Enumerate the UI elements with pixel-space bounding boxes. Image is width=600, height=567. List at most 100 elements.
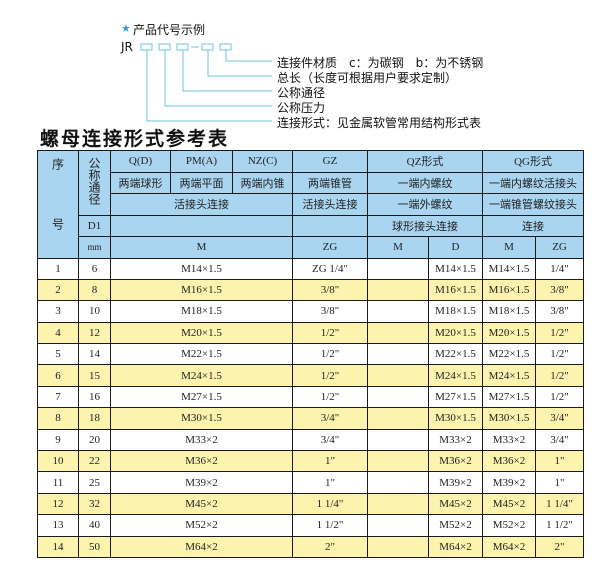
table-cell: M22×1.5 [427, 343, 484, 366]
table-cell: 1/2" [535, 343, 585, 366]
table-row: 12 32 M45×2 1 1/4" M45×2 M45×2 1 1/4" [37, 492, 585, 516]
header-cell: mm [78, 236, 111, 259]
table-row: 2 8 M16×1.5 3/8" M16×1.5 M16×1.5 3/8" [37, 278, 585, 302]
header-cell: M [367, 236, 429, 259]
table-cell: 1 1/4" [292, 492, 368, 516]
table-cell: M14×1.5 [110, 257, 293, 280]
table-cell: M52×2 [110, 514, 293, 537]
leader-line [207, 50, 272, 77]
table-cell: 3/8" [292, 300, 368, 323]
table-cell: 25 [78, 471, 111, 494]
table-cell: 6 [37, 364, 79, 387]
table-row: 14 50 M64×2 2" M64×2 M64×2 2" [37, 535, 585, 558]
leader-line [146, 50, 272, 122]
header-cell: D1 [78, 214, 111, 237]
table-cell [367, 300, 429, 323]
table-cell: 11 [37, 471, 79, 494]
table-row: 9 20 M33×2 3/4" M33×2 M33×2 3/4" [37, 428, 585, 452]
table-cell: 12 [37, 492, 79, 516]
table-cell: M24×1.5 [427, 364, 484, 387]
table-cell: M20×1.5 [110, 321, 293, 345]
table-cell: 3/4" [535, 407, 585, 430]
table-cell: 1 1/4" [535, 492, 585, 516]
table-cell: 1 1/2" [292, 514, 368, 537]
code-box [201, 43, 214, 51]
table-cell: M52×2 [482, 514, 537, 537]
header-cell: 活接头连接 [110, 193, 293, 216]
table-cell: M33×2 [427, 428, 484, 452]
header-cell: 一端锥管螺纹接头 [482, 193, 585, 216]
label-pressure: 公称压力 [277, 101, 326, 115]
table-cell: 10 [37, 450, 79, 473]
table-cell [367, 450, 429, 473]
table-cell: M22×1.5 [110, 343, 293, 366]
table-cell: M16×1.5 [482, 278, 537, 302]
table-cell: M33×2 [110, 428, 293, 452]
table-cell: 3 [37, 300, 79, 323]
leader-line [225, 50, 272, 62]
table-cell [367, 535, 429, 558]
nut-connection-table: 序 号 公称通径 Q(D) PM(A) NZ(C) GZ QZ形式 QG形式 两… [37, 150, 585, 558]
table-cell: 1/2" [535, 321, 585, 345]
table-cell: M45×2 [482, 492, 537, 516]
table-cell: 1/4" [535, 257, 585, 280]
table-cell: M33×2 [482, 428, 537, 452]
table-cell: M14×1.5 [427, 257, 484, 280]
table-cell: 3/4" [292, 407, 368, 430]
table-row: 5 14 M22×1.5 1/2" M22×1.5 M22×1.5 1/2" [37, 343, 585, 366]
table-cell: M14×1.5 [482, 257, 537, 280]
table-cell: 1 1/2" [535, 514, 585, 537]
table-cell: 6 [78, 257, 111, 280]
code-box [219, 43, 232, 51]
header-cell: 两端平面 [170, 171, 233, 194]
table-cell: 32 [78, 492, 111, 516]
table-row: 4 12 M20×1.5 1/2" M20×1.5 M20×1.5 1/2" [37, 321, 585, 345]
table-cell: 4 [37, 321, 79, 345]
table-row: 6 15 M24×1.5 1/2" M24×1.5 M24×1.5 1/2" [37, 364, 585, 387]
header-cell [110, 214, 293, 237]
label-connection: 连接形式：见金属软管常用结构形式表 [277, 116, 482, 130]
code-diagram: ★ [121, 22, 272, 122]
table-cell [367, 514, 429, 537]
header-cell: Q(D) [110, 150, 171, 173]
table-cell [367, 364, 429, 387]
table-cell: 2" [292, 535, 368, 558]
table-cell: 1/2" [535, 385, 585, 409]
table-body: 1 6 M14×1.5 ZG 1/4" M14×1.5 M14×1.5 1/4" 2 8 M16×… [37, 257, 585, 558]
header-cell: 两端锥管 [292, 171, 368, 194]
table-cell: 14 [78, 343, 111, 366]
table-cell: M16×1.5 [110, 278, 293, 302]
table-cell: M18×1.5 [427, 300, 484, 323]
table-cell: 1/2" [292, 385, 368, 409]
table-cell [367, 471, 429, 494]
table-cell: M45×2 [110, 492, 293, 516]
table-title: 螺母连接形式参考表 [40, 128, 230, 150]
table-row: 10 22 M36×2 1" M36×2 M36×2 1" [37, 450, 585, 473]
table-cell: M30×1.5 [427, 407, 484, 430]
table-cell: 3/8" [535, 278, 585, 302]
table-cell: M27×1.5 [482, 385, 537, 409]
header-cell: QZ形式 [366, 150, 484, 173]
star-icon: ★ [121, 22, 131, 35]
table-cell: 16 [78, 385, 111, 409]
table-cell [367, 492, 429, 516]
example-heading: 产品代号示例 [133, 23, 206, 37]
table-cell: M27×1.5 [110, 385, 293, 409]
table-cell: M20×1.5 [427, 321, 484, 345]
table-cell: 1" [292, 471, 368, 494]
leader-line [182, 50, 272, 92]
header-cell: M [110, 236, 293, 259]
table-cell: 3/4" [535, 428, 585, 452]
header-cell: GZ [292, 150, 368, 173]
table-cell: ZG 1/4" [292, 257, 368, 280]
table-cell: M36×2 [427, 450, 484, 473]
table-cell: 1/2" [292, 321, 368, 345]
table-cell: M22×1.5 [482, 343, 537, 366]
header-cell: M [482, 236, 537, 259]
header-cell: 一端内螺纹 [366, 171, 484, 194]
table-cell: 15 [78, 364, 111, 387]
table-row: 1 6 M14×1.5 ZG 1/4" M14×1.5 M14×1.5 1/4" [37, 257, 585, 280]
header-cell: 一端外螺纹 [366, 193, 484, 216]
header-cell: 两端球形 [110, 171, 171, 194]
table-cell: M20×1.5 [482, 321, 537, 345]
